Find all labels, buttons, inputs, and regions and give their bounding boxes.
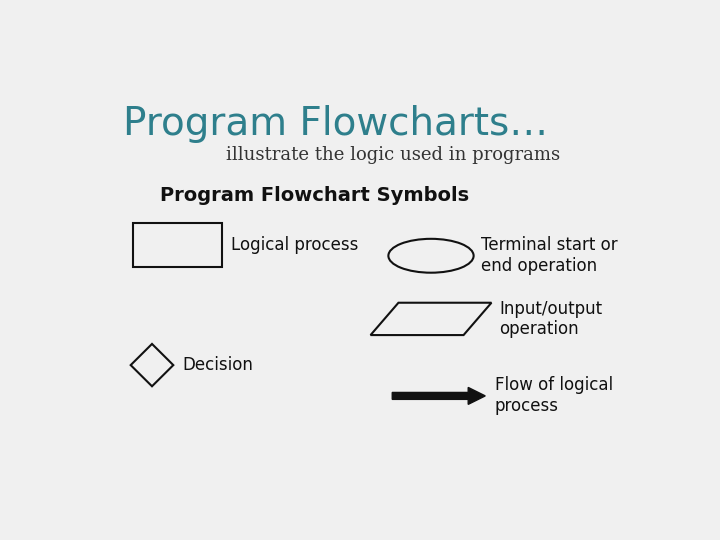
Text: Program Flowchart Symbols: Program Flowchart Symbols: [160, 186, 469, 205]
Text: Terminal start or
end operation: Terminal start or end operation: [482, 237, 618, 275]
Bar: [132, 222, 222, 267]
Text: Logical process: Logical process: [231, 236, 359, 254]
Text: Input/output
operation: Input/output operation: [499, 300, 603, 338]
Text: Flow of logical
process: Flow of logical process: [495, 376, 613, 415]
Text: Program Flowcharts…: Program Flowcharts…: [122, 105, 548, 143]
FancyArrow shape: [392, 387, 485, 404]
Text: Decision: Decision: [183, 356, 253, 374]
Text: illustrate the logic used in programs: illustrate the logic used in programs: [225, 146, 559, 164]
